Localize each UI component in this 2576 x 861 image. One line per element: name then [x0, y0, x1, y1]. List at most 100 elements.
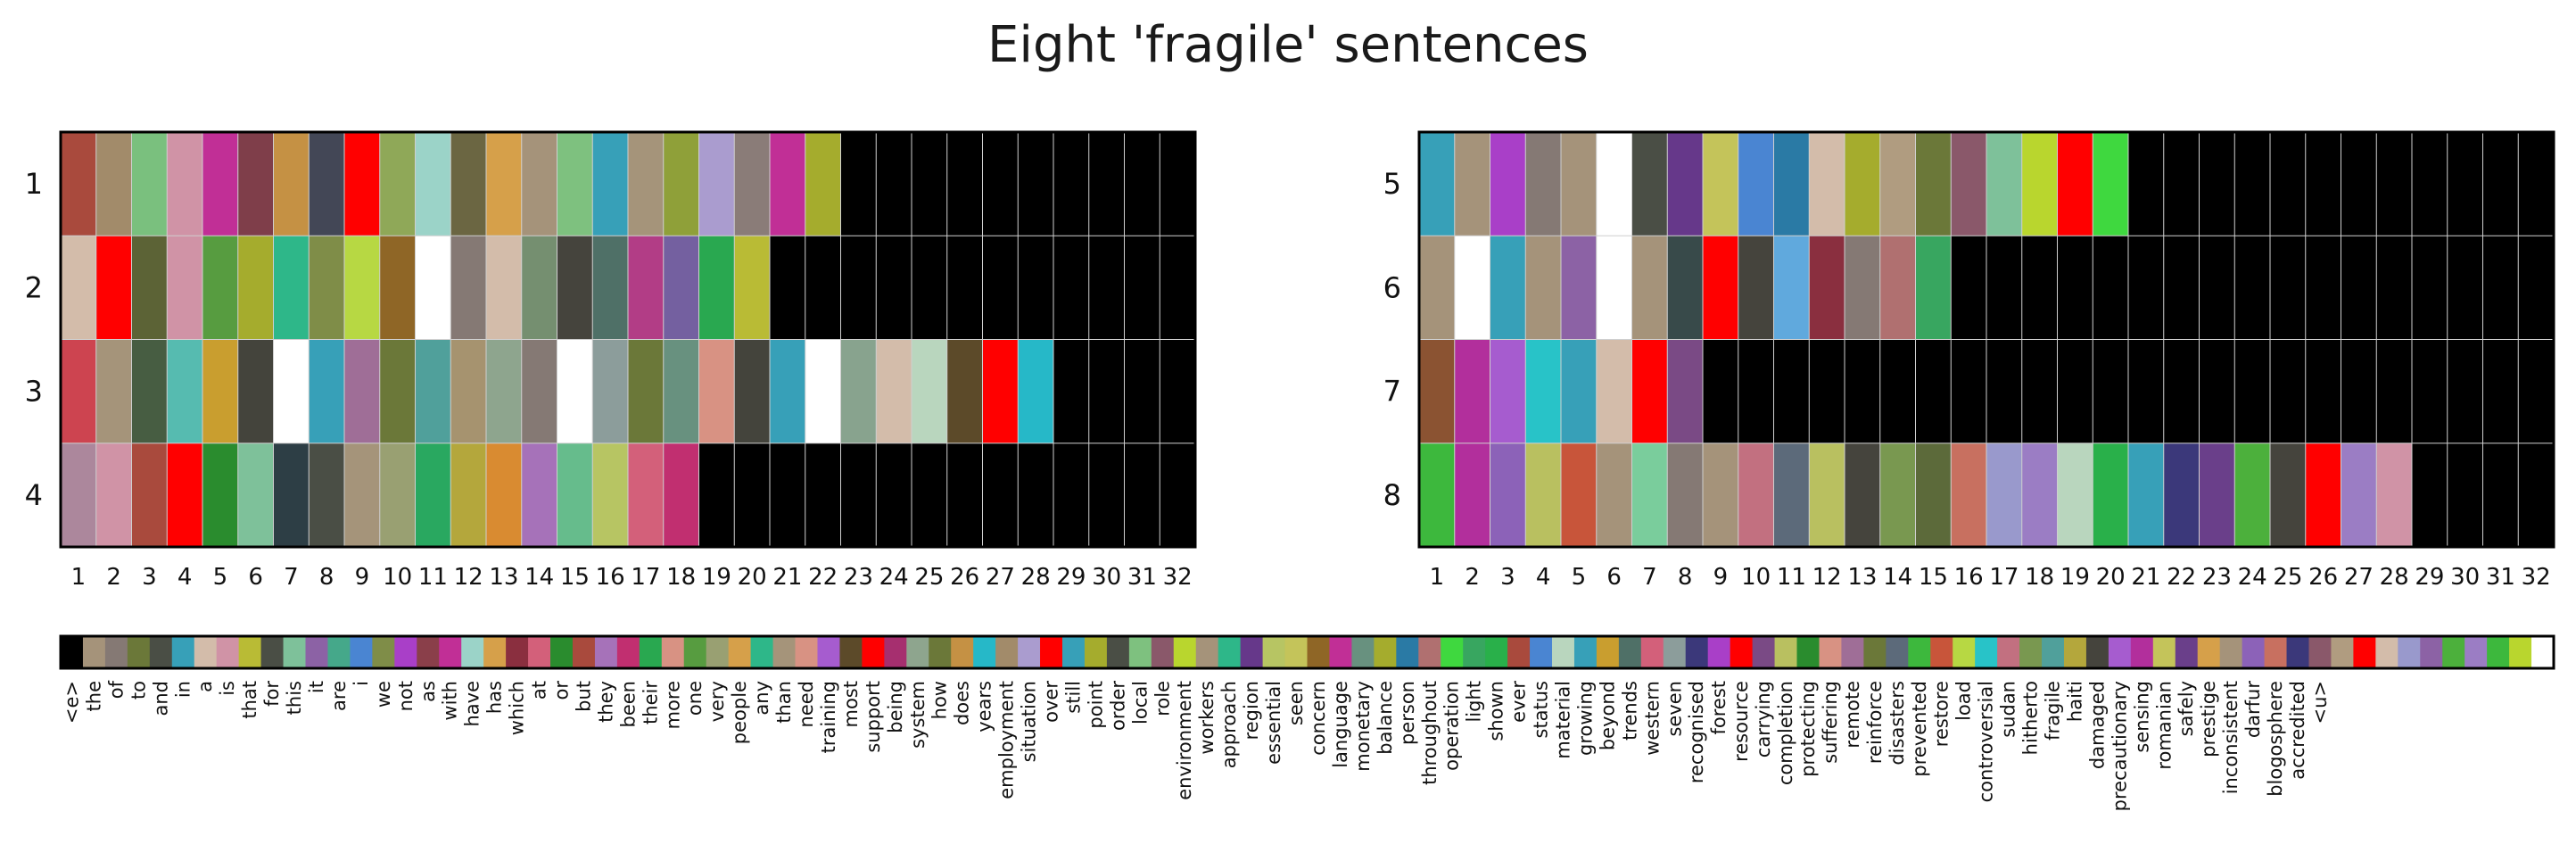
heatmap-cell	[1845, 236, 1881, 340]
col-tick-label: 1	[1430, 564, 1445, 591]
heatmap-cell	[2305, 443, 2341, 548]
heatmap-cell	[912, 236, 948, 340]
legend-label: they	[595, 681, 616, 723]
legend-swatch	[1463, 636, 1486, 668]
legend-swatch	[82, 636, 106, 668]
heatmap-cell	[1951, 339, 1987, 444]
legend-label: environment	[1174, 681, 1195, 800]
col-tick-label: 13	[1847, 564, 1877, 591]
legend-label: order	[1107, 681, 1128, 731]
col-tick-label: 29	[2415, 564, 2444, 591]
heatmap-cell	[521, 339, 557, 444]
col-tick-label: 14	[1883, 564, 1912, 591]
heatmap-cell	[557, 236, 593, 340]
col-tick-label: 32	[2522, 564, 2551, 591]
heatmap-cell	[2412, 443, 2448, 548]
heatmap-cell	[2518, 339, 2555, 444]
heatmap-cell	[1561, 339, 1598, 444]
legend-swatch	[417, 636, 440, 668]
heatmap-cell	[2482, 132, 2519, 236]
heatmap-cell	[1773, 132, 1810, 236]
legend-label: hitherto	[2020, 681, 2042, 755]
col-tick-label: 24	[2238, 564, 2267, 591]
col-tick-label: 22	[2167, 564, 2196, 591]
legend-swatch	[661, 636, 685, 668]
col-tick-label: 4	[1536, 564, 1551, 591]
heatmap-cell	[1703, 236, 1739, 340]
heatmap-cell	[876, 443, 912, 548]
heatmap-cell	[1631, 236, 1668, 340]
legend-swatch	[906, 636, 929, 668]
legend-label: at	[529, 681, 550, 700]
legend-label: prestige	[2198, 681, 2219, 758]
heatmap-cell	[1703, 339, 1739, 444]
col-tick-label: 10	[1741, 564, 1771, 591]
heatmap-cell	[486, 339, 523, 444]
legend-label: any	[751, 681, 772, 716]
heatmap-cell	[450, 132, 487, 236]
heatmap-cell	[1160, 236, 1196, 340]
legend-swatch	[1173, 636, 1197, 668]
col-tick-label: 17	[631, 564, 660, 591]
legend-swatch	[2019, 636, 2043, 668]
legend-swatch	[2130, 636, 2154, 668]
legend-label: accredited	[2287, 681, 2308, 780]
heatmap-cell	[2234, 339, 2271, 444]
heatmap-cell	[1053, 339, 1090, 444]
heatmap-cell	[2270, 339, 2307, 444]
legend-label: is	[217, 681, 238, 696]
heatmap-cell	[1490, 443, 1526, 548]
legend-swatch	[1552, 636, 1575, 668]
col-tick-label: 29	[1056, 564, 1086, 591]
heatmap-cell	[982, 443, 1019, 548]
legend-swatch	[2353, 636, 2376, 668]
legend-swatch	[1040, 636, 1063, 668]
heatmap-cell	[946, 236, 983, 340]
col-tick-label: 4	[178, 564, 193, 591]
heatmap-cell	[734, 339, 771, 444]
heatmap-cell	[1561, 236, 1598, 340]
heatmap-cell	[2412, 236, 2448, 340]
legend-swatch	[483, 636, 507, 668]
legend-swatch	[305, 636, 328, 668]
heatmap-cell	[2270, 443, 2307, 548]
heatmap-cell	[840, 443, 877, 548]
legend-swatch	[2509, 636, 2532, 668]
legend-swatch	[350, 636, 373, 668]
legend-label: romanian	[2153, 681, 2175, 770]
heatmap-cell	[1490, 339, 1526, 444]
heatmap-cell	[982, 132, 1019, 236]
heatmap-cell	[1160, 443, 1196, 548]
legend-swatch	[2331, 636, 2354, 668]
heatmap-cell	[237, 443, 274, 548]
col-tick-label: 30	[1092, 564, 1121, 591]
legend-label: precautionary	[2109, 681, 2130, 811]
legend-swatch	[1441, 636, 1464, 668]
heatmap-cell	[202, 236, 239, 340]
legend-label: that	[239, 681, 260, 719]
legend-swatch	[1530, 636, 1553, 668]
heatmap-cell	[1986, 132, 2023, 236]
legend-label: or	[550, 681, 572, 700]
heatmap-cell	[592, 236, 629, 340]
legend-swatch	[216, 636, 240, 668]
legend-label: recognised	[1686, 681, 1707, 783]
heatmap-cell	[2376, 132, 2413, 236]
col-tick-label: 12	[454, 564, 483, 591]
legend-swatch	[149, 636, 173, 668]
legend-swatch	[2063, 636, 2087, 668]
legend-label: reinforce	[1864, 681, 1886, 764]
heatmap-cell	[273, 339, 310, 444]
heatmap-cell	[2093, 339, 2129, 444]
heatmap-cell	[2021, 236, 2058, 340]
legend-label: most	[840, 681, 862, 727]
heatmap-cell	[912, 443, 948, 548]
row-tick-label: 2	[25, 270, 43, 304]
heatmap-cell	[2128, 339, 2165, 444]
legend-swatch	[461, 636, 484, 668]
heatmap-cell	[1053, 443, 1090, 548]
row-tick-label: 4	[25, 478, 43, 512]
legend-label: which	[507, 681, 528, 735]
heatmap-cell	[912, 339, 948, 444]
col-tick-label: 3	[142, 564, 157, 591]
